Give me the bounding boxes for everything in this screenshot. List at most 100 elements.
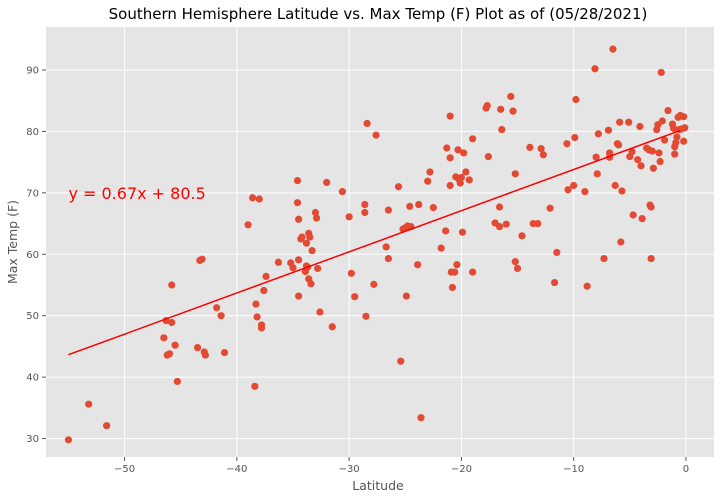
data-point — [672, 138, 680, 147]
data-point — [465, 176, 473, 184]
data-point — [507, 92, 515, 101]
data-point — [253, 313, 261, 321]
data-point — [634, 156, 642, 164]
y-tick-label: 30 — [26, 434, 39, 445]
x-tick-label: −40 — [226, 464, 247, 475]
data-point — [618, 187, 626, 195]
data-point — [262, 272, 270, 280]
data-point — [323, 178, 331, 187]
x-tick-label: −50 — [114, 464, 135, 475]
y-tick-label: 90 — [26, 66, 39, 77]
data-point — [647, 254, 655, 263]
data-point — [509, 107, 517, 115]
data-point — [362, 312, 370, 320]
data-point — [546, 204, 554, 212]
x-tick-label: −10 — [563, 464, 584, 475]
data-point — [306, 233, 314, 241]
data-point — [64, 436, 73, 444]
data-point — [629, 211, 637, 219]
data-point — [414, 261, 422, 269]
data-point — [453, 261, 461, 269]
data-point — [564, 186, 572, 194]
data-point — [681, 124, 689, 132]
data-point — [316, 308, 324, 316]
data-point — [462, 168, 470, 176]
data-point — [417, 414, 425, 422]
data-point — [655, 149, 663, 157]
data-point — [384, 254, 393, 263]
data-point — [511, 170, 519, 178]
data-point — [649, 164, 657, 172]
data-point — [469, 135, 477, 143]
data-points — [64, 45, 689, 444]
data-point — [583, 282, 591, 290]
data-point — [437, 244, 445, 252]
data-point — [308, 247, 316, 255]
data-point — [592, 153, 600, 161]
data-point — [454, 146, 462, 154]
data-point — [448, 283, 457, 292]
data-point — [594, 130, 602, 138]
data-point — [680, 137, 688, 145]
data-point — [669, 124, 678, 132]
x-axis-label: Latitude — [352, 478, 404, 493]
data-point — [537, 145, 545, 153]
data-point — [446, 154, 454, 162]
data-point — [302, 239, 311, 247]
data-point — [372, 131, 380, 139]
data-point — [397, 357, 405, 365]
data-point — [361, 200, 369, 209]
data-point — [591, 65, 599, 73]
x-tick-label: −20 — [451, 464, 472, 475]
data-point — [648, 147, 656, 155]
data-point — [406, 202, 414, 210]
data-point — [274, 258, 282, 266]
data-point — [469, 268, 477, 276]
data-point — [426, 168, 434, 176]
data-point — [165, 350, 174, 358]
data-point — [252, 300, 260, 308]
data-point — [457, 173, 465, 182]
regression-line-group — [68, 129, 681, 356]
data-point — [625, 118, 633, 126]
axis-ticks: −50 −40 −30 −20 −10 0 30 40 50 60 70 80 90 — [26, 66, 689, 476]
data-point — [680, 113, 688, 121]
data-point — [248, 194, 257, 202]
data-point — [298, 233, 306, 241]
data-point — [484, 153, 492, 161]
data-point — [647, 203, 655, 211]
data-point — [671, 150, 679, 158]
data-point — [217, 312, 225, 320]
y-tick-label: 60 — [26, 250, 39, 261]
data-point — [289, 264, 297, 272]
data-point — [384, 206, 393, 214]
data-point — [402, 292, 410, 300]
data-point — [513, 264, 522, 273]
data-point — [394, 183, 403, 191]
data-point — [518, 232, 526, 240]
data-point — [460, 149, 468, 157]
data-point — [382, 243, 390, 251]
data-point — [657, 68, 665, 77]
data-point — [616, 118, 624, 126]
chart-title: Southern Hemisphere Latitude vs. Max Tem… — [109, 5, 648, 23]
data-point — [173, 377, 181, 386]
data-point — [511, 258, 519, 266]
data-point — [443, 144, 451, 152]
data-point — [429, 204, 437, 212]
data-point — [498, 125, 506, 134]
regression-line — [68, 129, 681, 356]
data-point — [295, 292, 303, 300]
data-point — [628, 148, 636, 156]
data-point — [347, 269, 355, 277]
data-point — [85, 400, 93, 408]
data-point — [605, 149, 614, 157]
data-point — [604, 126, 613, 134]
data-point — [553, 248, 561, 257]
data-point — [293, 199, 302, 207]
data-point — [638, 215, 646, 223]
data-point — [495, 203, 504, 211]
data-point — [295, 256, 303, 264]
